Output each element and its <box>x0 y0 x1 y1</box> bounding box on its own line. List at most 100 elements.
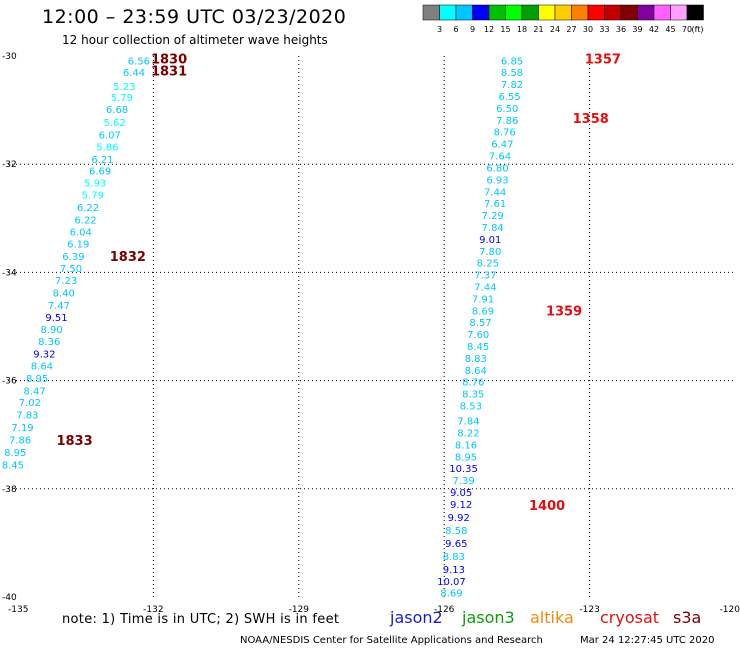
colorbar-swatch <box>521 4 539 21</box>
swh-value: 7.86 <box>496 116 518 127</box>
swh-value: 6.47 <box>491 140 513 151</box>
colorbar-label: 21 <box>533 25 543 34</box>
colorbar-swatch <box>571 4 589 21</box>
colorbar-swatch <box>472 4 490 21</box>
pass-time-label: 1359 <box>546 304 582 319</box>
colorbar-swatch <box>587 4 605 21</box>
swh-value: 8.76 <box>462 378 484 389</box>
x-tick-label: -120 <box>720 605 740 615</box>
swh-value: 5.93 <box>84 179 106 190</box>
swh-value: 9.01 <box>479 235 501 246</box>
pass-time-label: 1832 <box>110 250 146 265</box>
swh-value: 6.07 <box>99 130 121 141</box>
swh-value: 8.36 <box>38 337 60 348</box>
pass-time-label: 1833 <box>56 434 92 449</box>
swh-value: 6.55 <box>498 92 520 103</box>
swh-value: 8.69 <box>472 306 494 317</box>
axis-tick-labels: -30 -32 -34 -36 -38 -40 -135 -132 -129 -126 -123 -1… <box>2 52 740 615</box>
swh-value: 6.22 <box>74 215 96 226</box>
swh-value: 9.92 <box>448 513 470 524</box>
pass-time-label: 1831 <box>151 65 187 80</box>
swh-value: 8.95 <box>26 374 48 385</box>
swh-value: 5.79 <box>111 93 133 104</box>
colorbar-unit: (ft) <box>691 25 703 34</box>
swh-value: 6.56 <box>128 56 150 67</box>
swh-value: 6.44 <box>123 68 145 79</box>
swh-value: 6.80 <box>486 163 508 174</box>
legend-jason3: jason3 <box>462 608 515 627</box>
swh-value: 8.58 <box>501 68 523 79</box>
colorbar-swatch <box>538 4 556 21</box>
swh-value: 7.23 <box>55 276 77 287</box>
swh-value: 8.53 <box>460 401 482 412</box>
colorbar-label: 45 <box>665 25 675 34</box>
swh-value: 7.50 <box>60 264 82 275</box>
swh-value: 6.39 <box>62 252 84 263</box>
swh-value: 6.50 <box>496 104 518 115</box>
footnote: note: 1) Time is in UTC; 2) SWH is in fe… <box>62 612 340 627</box>
colorbar-label: 3 <box>437 25 442 34</box>
legend-s3a: s3a <box>673 608 702 627</box>
swh-value: 8.45 <box>2 460 24 471</box>
colorbar-swatch <box>653 4 671 21</box>
swh-value: 5.23 <box>113 82 135 93</box>
swh-value: 9.05 <box>450 488 472 499</box>
y-tick-label: -38 <box>2 485 17 495</box>
swh-value: 10.07 <box>437 577 466 588</box>
swh-value: 6.19 <box>67 240 89 251</box>
swh-value: 7.44 <box>484 187 506 198</box>
swh-value: 8.64 <box>31 361 53 372</box>
colorbar-label: 6 <box>453 25 458 34</box>
colorbar-swatch <box>439 4 457 21</box>
credit-line: NOAA/NESDIS Center for Satellite Applica… <box>240 635 543 646</box>
y-tick-label: -30 <box>2 52 17 62</box>
y-tick-label: -32 <box>2 160 17 170</box>
swh-value: 6.69 <box>89 167 111 178</box>
swh-value: 6.93 <box>486 175 508 186</box>
swh-value: 5.62 <box>103 118 125 129</box>
colorbar-label: 30 <box>583 25 593 34</box>
colorbar-label: 42 <box>649 25 659 34</box>
swh-value: 8.40 <box>53 288 75 299</box>
y-tick-label: -36 <box>2 377 17 387</box>
swh-value: 7.64 <box>489 152 511 163</box>
x-tick-label: -135 <box>8 605 28 615</box>
swh-value: 8.58 <box>445 526 467 537</box>
colorbar-label: 27 <box>566 25 576 34</box>
colorbar-label: 33 <box>599 25 609 34</box>
swh-value: 7.84 <box>457 417 479 428</box>
colorbar-swatch <box>488 4 506 21</box>
swh-value: 7.47 <box>48 301 70 312</box>
swh-value: 8.83 <box>465 354 487 365</box>
x-tick-label: -126 <box>434 605 455 615</box>
colorbar-swatch <box>686 4 704 21</box>
colorbar-label: 70 <box>682 25 692 34</box>
colorbar-label: 36 <box>616 25 626 34</box>
colorbar-label: 39 <box>632 25 642 34</box>
generation-timestamp: Mar 24 12:27:45 UTC 2020 <box>580 635 715 646</box>
swh-value: 7.37 <box>474 271 496 282</box>
swh-value: 5.79 <box>82 190 104 201</box>
x-tick-label: -129 <box>289 605 310 615</box>
swh-value: 6.21 <box>91 155 113 166</box>
colorbar-swatch <box>455 4 473 21</box>
swh-value: 8.35 <box>462 390 484 401</box>
chart-subtitle: 12 hour collection of altimeter wave hei… <box>62 33 328 47</box>
swh-value: 6.85 <box>501 56 523 67</box>
swh-value: 9.32 <box>33 350 55 361</box>
swh-value: 6.22 <box>77 203 99 214</box>
swh-value: 7.60 <box>467 330 489 341</box>
swh-value: 9.13 <box>443 565 465 576</box>
colorbar-label: 18 <box>517 25 527 34</box>
y-tick-label: -34 <box>2 268 17 278</box>
swh-value: 8.25 <box>477 259 499 270</box>
pass-time-label: 1400 <box>529 499 565 514</box>
colorbar-swatch <box>670 4 688 21</box>
colorbar-swatch <box>554 4 572 21</box>
swh-value: 7.80 <box>479 247 501 258</box>
pass-time-label: 1358 <box>573 112 609 127</box>
colorbar-label: 15 <box>500 25 510 34</box>
color-scale-legend: 3 6 9 12 15 18 21 24 27 30 33 36 39 42 45 70 (ft) <box>422 4 704 34</box>
